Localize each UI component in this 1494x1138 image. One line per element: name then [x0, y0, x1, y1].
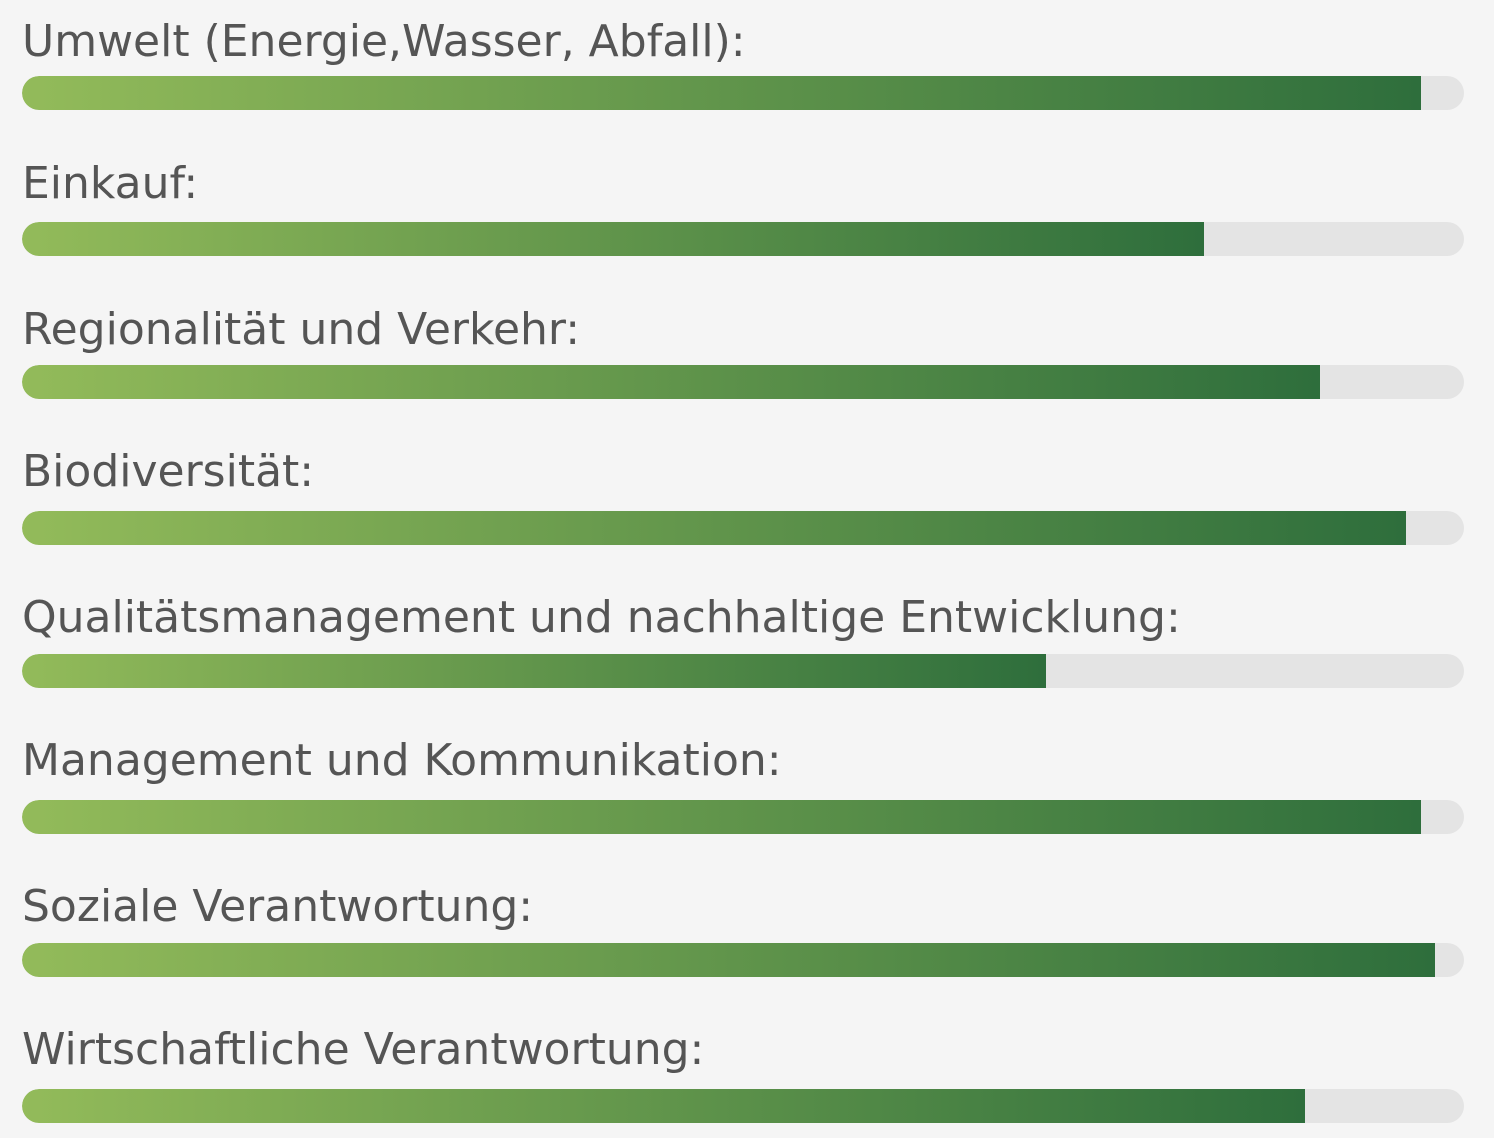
rating-label: Qualitätsmanagement und nachhaltige Entw… [22, 592, 1181, 643]
progress-track [22, 654, 1464, 688]
progress-fill [22, 654, 1046, 688]
progress-track [22, 76, 1464, 110]
rating-label: Biodiversität: [22, 446, 315, 497]
rating-label: Einkauf: [22, 158, 199, 209]
progress-track [22, 511, 1464, 545]
progress-fill [22, 365, 1320, 399]
progress-fill [22, 511, 1407, 545]
progress-fill [22, 800, 1421, 834]
rating-label: Management und Kommunikation: [22, 735, 782, 786]
progress-fill [22, 222, 1205, 256]
rating-label: Wirtschaftliche Verantwortung: [22, 1024, 705, 1075]
progress-track [22, 943, 1464, 977]
progress-fill [22, 1089, 1306, 1123]
progress-track [22, 1089, 1464, 1123]
rating-label: Regionalität und Verkehr: [22, 304, 581, 355]
progress-track [22, 222, 1464, 256]
progress-track [22, 800, 1464, 834]
progress-fill [22, 943, 1436, 977]
progress-track [22, 365, 1464, 399]
progress-fill [22, 76, 1421, 110]
rating-label: Umwelt (Energie,Wasser, Abfall): [22, 16, 746, 67]
rating-label: Soziale Verantwortung: [22, 881, 534, 932]
